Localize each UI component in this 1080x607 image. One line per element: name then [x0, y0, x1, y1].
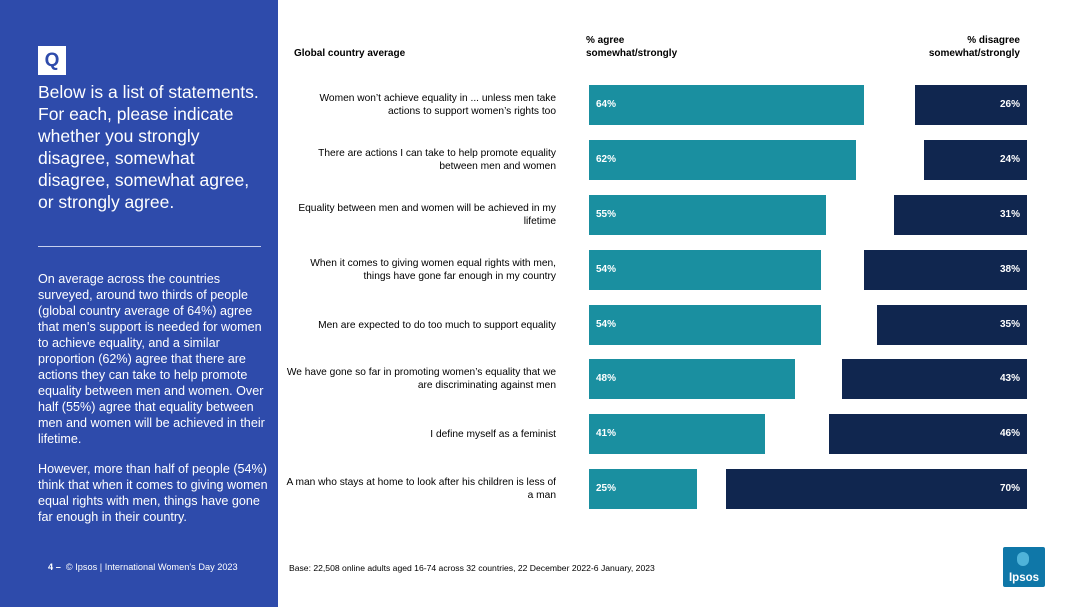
disagree-bar: 70% — [726, 469, 1027, 509]
agree-bar: 25% — [589, 469, 697, 509]
agree-header-line-1: % agree — [586, 35, 625, 46]
agree-value-label: 48% — [596, 373, 617, 384]
agree-bar: 62% — [589, 140, 856, 180]
disagree-value-label: 35% — [999, 319, 1020, 330]
question-text: Below is a list of statements. For each,… — [38, 82, 259, 212]
ipsos-logo: Ipsos — [1003, 547, 1045, 587]
agree-bar: 64% — [589, 85, 865, 125]
summary: On average across the countries surveyed… — [38, 271, 270, 539]
disagree-header: % disagree somewhat/strongly — [929, 34, 1020, 60]
agree-value-label: 41% — [596, 428, 617, 439]
disagree-value-label: 38% — [999, 264, 1020, 275]
disagree-bar: 26% — [915, 85, 1027, 125]
disagree-bar: 31% — [893, 195, 1027, 235]
agree-value-label: 54% — [596, 319, 617, 330]
agree-value-label: 64% — [596, 99, 617, 110]
disagree-header-line-2: somewhat/strongly — [928, 48, 1020, 59]
summary-paragraph-2: However, more than half of people (54%) … — [38, 462, 268, 524]
footer: 4 – © Ipsos | International Women’s Day … — [48, 562, 238, 572]
row-statement: I define myself as a feminist — [430, 428, 556, 440]
row-statement: A man who stays at home to look after hi… — [286, 477, 556, 501]
agree-header-line-2: somewhat/strongly — [586, 48, 678, 59]
agree-bar: 54% — [589, 250, 822, 290]
disagree-bar: 46% — [829, 414, 1027, 454]
page-number: 4 — [48, 562, 54, 572]
chart-title: Global country average — [294, 48, 406, 59]
disagree-value-label: 46% — [999, 428, 1020, 439]
agree-bar: 54% — [589, 305, 822, 345]
disagree-value-label: 26% — [999, 99, 1020, 110]
agree-bar: 48% — [589, 359, 796, 399]
agree-bar: 41% — [589, 414, 766, 454]
disagree-value-label: 70% — [999, 483, 1020, 494]
logo-text: Ipsos — [1008, 572, 1040, 584]
logo-mark-icon — [1017, 552, 1029, 566]
footer-text: © Ipsos | International Women’s Day 2023 — [65, 562, 238, 572]
disagree-bar: 43% — [842, 359, 1027, 399]
footer-separator: – — [55, 562, 61, 572]
disagree-bar: 38% — [863, 250, 1027, 290]
agree-value-label: 55% — [596, 209, 617, 220]
question-panel: Q Below is a list of statements. For eac… — [0, 0, 278, 607]
row-statement: Men are expected to do too much to suppo… — [318, 319, 556, 331]
question-badge: Q — [38, 46, 66, 75]
disagree-value-label: 43% — [999, 373, 1020, 384]
disagree-bar: 24% — [923, 140, 1027, 180]
row-statement: There are actions I can take to help pro… — [318, 148, 556, 172]
disagree-bar: 35% — [876, 305, 1027, 345]
agree-value-label: 54% — [596, 264, 617, 275]
divider — [38, 246, 261, 247]
agree-value-label: 62% — [596, 154, 617, 165]
row-statement: Women won’t achieve equality in ... unle… — [319, 93, 556, 117]
disagree-value-label: 31% — [999, 209, 1020, 220]
disagree-header-line-1: % disagree — [967, 35, 1020, 46]
disagree-value-label: 24% — [999, 154, 1020, 165]
agree-bar: 55% — [589, 195, 826, 235]
agree-value-label: 25% — [596, 483, 617, 494]
summary-paragraph-1: On average across the countries surveyed… — [38, 272, 265, 446]
base-note: Base: 22,508 online adults aged 16-74 ac… — [289, 563, 655, 573]
row-statement: We have gone so far in promoting women’s… — [286, 367, 556, 391]
agree-header: % agree somewhat/strongly — [586, 34, 677, 60]
row-statement: Equality between men and women will be a… — [298, 203, 556, 227]
row-statement: When it comes to giving women equal righ… — [310, 258, 556, 282]
